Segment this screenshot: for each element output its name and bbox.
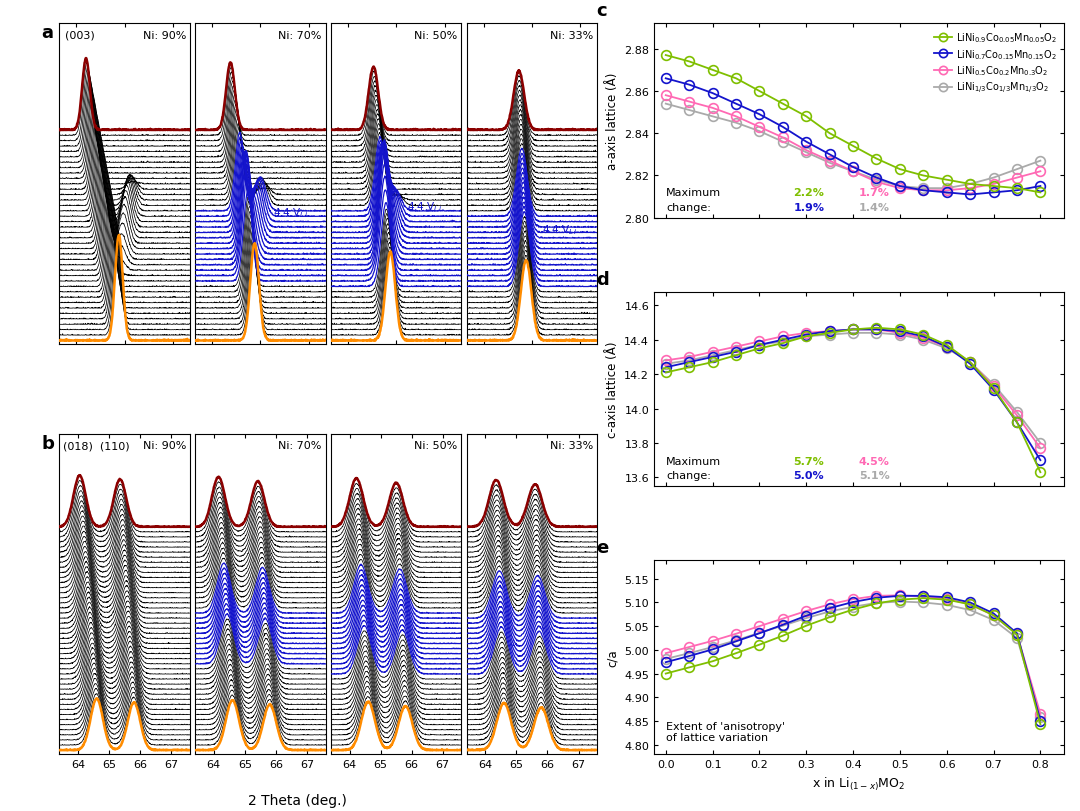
Text: 2 Theta (deg.): 2 Theta (deg.)	[247, 793, 347, 807]
Text: Ni: 70%: Ni: 70%	[279, 31, 322, 41]
Text: d: d	[596, 270, 609, 289]
Y-axis label: c/a: c/a	[606, 648, 619, 666]
Text: a: a	[41, 24, 53, 42]
Text: 5.7%: 5.7%	[794, 456, 824, 466]
Text: Ni: 33%: Ni: 33%	[550, 31, 593, 41]
Text: 1.7%: 1.7%	[859, 188, 890, 198]
Text: 4.4 V$_{Li}$: 4.4 V$_{Li}$	[406, 200, 442, 214]
Text: 4.5%: 4.5%	[859, 456, 890, 466]
Text: Ni: 70%: Ni: 70%	[279, 440, 322, 450]
Text: (018)  (110): (018) (110)	[64, 440, 130, 450]
Text: Ni: 33%: Ni: 33%	[550, 440, 593, 450]
Text: 5.0%: 5.0%	[794, 470, 824, 481]
Text: 1.4%: 1.4%	[859, 203, 890, 212]
Text: change:: change:	[666, 470, 712, 481]
Text: Ni: 50%: Ni: 50%	[415, 31, 458, 41]
Text: 2.2%: 2.2%	[794, 188, 824, 198]
X-axis label: x in Li$_{(1-x)}$MO$_2$: x in Li$_{(1-x)}$MO$_2$	[812, 775, 906, 792]
Text: Ni: 90%: Ni: 90%	[143, 31, 186, 41]
Text: b: b	[41, 434, 54, 452]
Text: 5.1%: 5.1%	[859, 470, 890, 481]
Y-axis label: a-axis lattice (Å): a-axis lattice (Å)	[606, 73, 619, 170]
Text: 4.4 V$_{Li}$: 4.4 V$_{Li}$	[273, 207, 309, 221]
Text: Maximum: Maximum	[666, 188, 721, 198]
Text: Maximum: Maximum	[666, 456, 721, 466]
Legend: LiNi$_{0.9}$Co$_{0.05}$Mn$_{0.05}$O$_2$, LiNi$_{0.7}$Co$_{0.15}$Mn$_{0.15}$O$_2$: LiNi$_{0.9}$Co$_{0.05}$Mn$_{0.05}$O$_2$,…	[932, 29, 1058, 98]
Text: e: e	[596, 539, 609, 556]
Text: c: c	[596, 2, 607, 20]
Text: 1.9%: 1.9%	[794, 203, 824, 212]
Text: (003): (003)	[65, 31, 94, 41]
Text: Extent of 'anisotropy'
of lattice variation: Extent of 'anisotropy' of lattice variat…	[666, 721, 785, 743]
Text: Ni: 50%: Ni: 50%	[415, 440, 458, 450]
Text: Ni: 90%: Ni: 90%	[143, 440, 186, 450]
Y-axis label: c-axis lattice (Å): c-axis lattice (Å)	[606, 341, 619, 437]
Text: 4.4 V$_{Li}$: 4.4 V$_{Li}$	[542, 222, 578, 236]
Text: change:: change:	[666, 203, 712, 212]
